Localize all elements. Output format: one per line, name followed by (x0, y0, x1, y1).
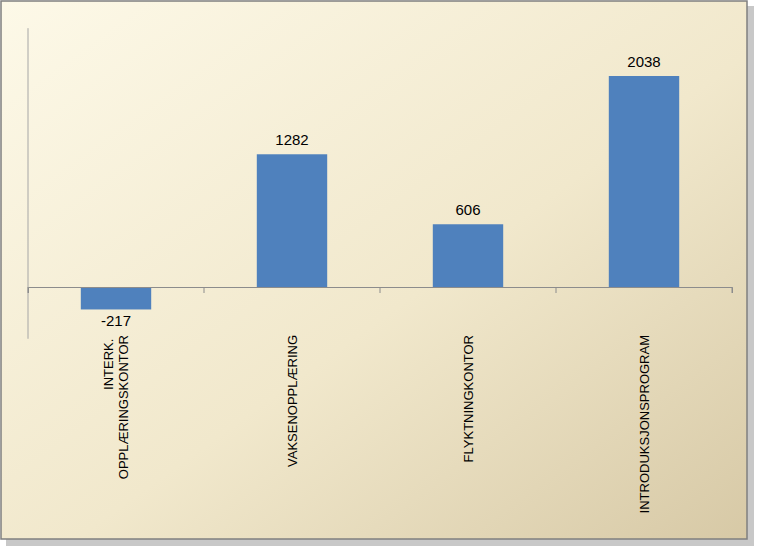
category-divider (380, 287, 381, 293)
tick: INTERK. OPPLÆRINGSKONTOR (101, 335, 131, 479)
data-label: 2038 (627, 53, 660, 70)
bar (433, 224, 503, 287)
category-label: INTERK. OPPLÆRINGSKONTOR (101, 335, 131, 479)
category-divider (28, 287, 29, 293)
value-axis-line (28, 28, 29, 339)
data-label: 606 (455, 201, 480, 218)
tick: FLYKTNINGKONTOR (461, 335, 476, 462)
chart: INTERK. OPPLÆRINGSKONTOR VAKSENOPPLÆRING F… (0, 0, 760, 551)
category-divider (732, 287, 733, 293)
axis-line (29, 288, 733, 294)
category-label: FLYKTNINGKONTOR (461, 335, 476, 462)
tick: VAKSENOPPLÆRING (285, 335, 300, 467)
data-labels: -217 1282 606 2038 (101, 53, 661, 329)
data-label: -217 (101, 312, 131, 329)
category-label: INTRODUKSJONSPROGRAM (637, 335, 652, 513)
category-divider (556, 287, 557, 293)
bar (609, 76, 679, 287)
category-label: VAKSENOPPLÆRING (285, 335, 300, 467)
bar (81, 287, 151, 309)
category-divider (204, 287, 205, 293)
chart-background (1, 1, 747, 539)
category-axis: INTERK. OPPLÆRINGSKONTOR VAKSENOPPLÆRING F… (28, 287, 733, 513)
data-label: 1282 (275, 131, 308, 148)
bars (81, 76, 679, 309)
bar (257, 154, 327, 287)
tick: INTRODUKSJONSPROGRAM (637, 335, 652, 513)
